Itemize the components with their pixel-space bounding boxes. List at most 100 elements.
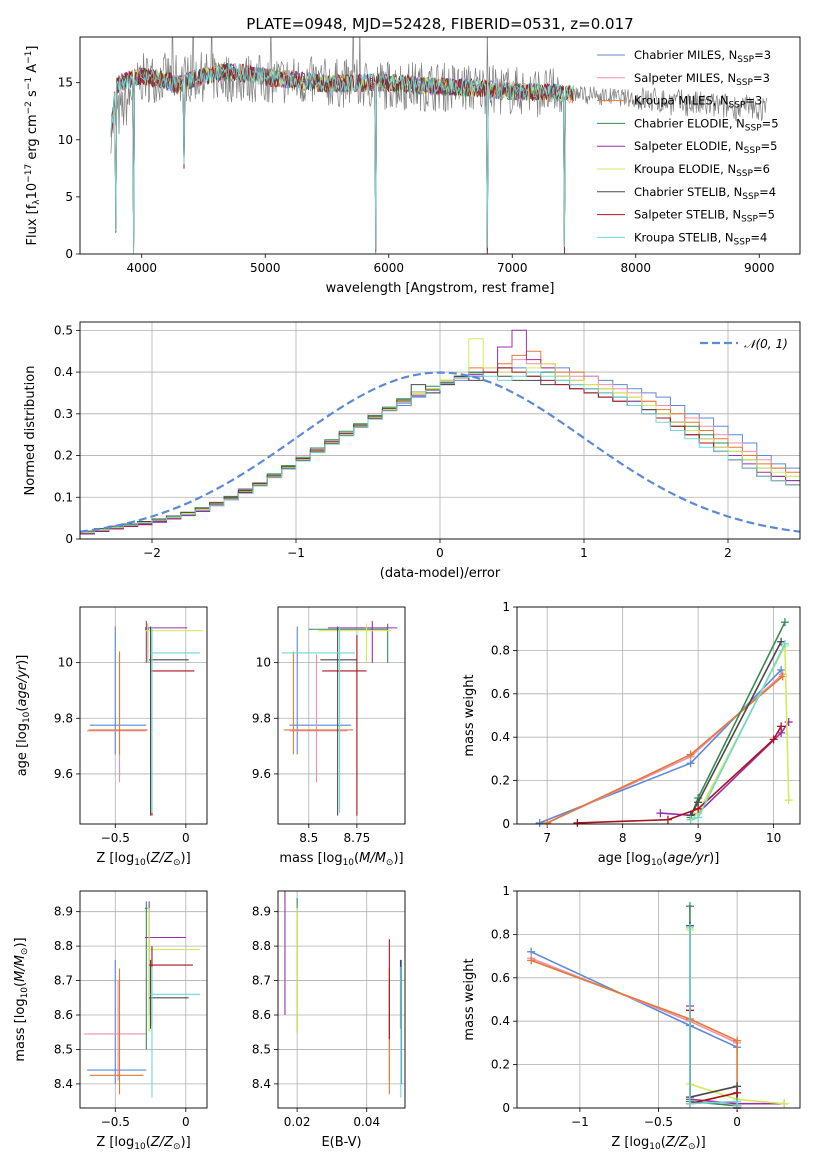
y-tick-label: 8.4 (54, 1077, 73, 1091)
label-text: ( (662, 851, 667, 866)
y-tick-label: 0.5 (54, 323, 73, 337)
label-text: Z/Z (150, 851, 174, 866)
x-axis-label: Z [log10(Z/Z⊙)] (96, 851, 190, 868)
superscript: −1 (24, 51, 34, 64)
label-text: )] (181, 851, 191, 866)
x-tick-label: 8 (619, 831, 627, 845)
y-tick-label: 8.7 (252, 974, 271, 988)
y-axis-label: age [log10(age/yr)] (15, 655, 32, 777)
y-tick-label: 1 (502, 884, 510, 898)
label-text: Z [log (611, 1135, 649, 1150)
y-tick-label: 0 (502, 1101, 510, 1115)
spectrum-panel: 4000 5000 6000 7000 8000 9000 0 5 10 15 wavelength… (24, 36, 801, 296)
massweight-vs-metallicity-panel: −1 −0.5 0 0 0.2 0.4 0.6 0.8 1 Z [log10(Z/Z⊙)] mass… (462, 884, 801, 1152)
legend-label-normal: 𝒩(0, 1) (744, 337, 788, 351)
y-axis-label: Normed distribution (23, 366, 38, 496)
model-spectrum-kroupa-stelib (110, 63, 574, 254)
legend-label-chabrier-stelib: Chabrier STELIB, NSSP=4 (634, 185, 776, 202)
label-text: Salpeter STELIB, N (634, 208, 741, 222)
x-tick-label: 0 (436, 546, 444, 560)
label-text: M/M (13, 955, 28, 982)
weight-marker-salpeter-stelib (769, 735, 778, 744)
y-axis-label: mass weight (462, 958, 477, 1040)
axes-frame (277, 606, 406, 825)
axes-frame (516, 606, 801, 825)
x-tick-label: 1 (580, 546, 588, 560)
weight-marker-kroupa-stelib (685, 1099, 694, 1108)
x-tick-label: 8000 (620, 261, 651, 275)
x-axis-label: mass [log10(M/M⊙)] (279, 851, 403, 868)
weight-marker-salpeter-stelib (573, 818, 582, 827)
weight-marker-chabrier-elodie (780, 618, 789, 627)
axes-frame (277, 890, 406, 1109)
x-axis-label: wavelength [Angstrom, rest frame] (326, 281, 555, 296)
y-tick-label: 8.5 (54, 1042, 73, 1056)
x-tick-label: 0 (733, 1115, 741, 1129)
weight-marker-kroupa-elodie (784, 796, 793, 805)
y-tick-label: 0.4 (491, 1014, 510, 1028)
weight-marker-kroupa-stelib (780, 639, 789, 648)
subscript: ⊙ (688, 1142, 696, 1152)
label-text: Z/Z (665, 1135, 689, 1150)
y-tick-label: 10 (58, 656, 73, 670)
subscript: SSP (744, 146, 761, 156)
weight-marker-salpeter-stelib (777, 722, 786, 731)
residual-histogram-panel: −2 −1 0 1 2 0 0.1 0.2 0.3 0.4 0.5 (data-model)/erro… (23, 321, 801, 581)
weight-marker-kroupa-elodie (780, 1099, 789, 1108)
label-text: Flux [f (25, 204, 40, 245)
y-tick-label: 8.6 (54, 1008, 73, 1022)
y-tick-label: 0.1 (54, 490, 73, 504)
axes-frame (79, 36, 801, 255)
mass-vs-metallicity-panel: −0.5 08.48.58.68.78.88.9Z [log10(Z/Z⊙)]ma… (13, 890, 208, 1152)
label-text: erg cm (25, 114, 40, 163)
x-tick-label: −0.5 (101, 831, 130, 845)
superscript: −1 (24, 77, 34, 90)
label-text: )] (15, 655, 30, 665)
legend-label-kroupa-stelib: Kroupa STELIB, NSSP=4 (634, 230, 767, 247)
label-text: mass [log (13, 998, 28, 1061)
label-text: ( (354, 851, 359, 866)
subscript: 10 (134, 1142, 146, 1152)
superscript: −2 (24, 101, 34, 114)
label-text: age [log (598, 851, 651, 866)
y-tick-label: 0 (65, 247, 73, 261)
y-tick-label: 0.3 (54, 407, 73, 421)
weight-marker-kroupa-miles (543, 818, 552, 827)
x-tick-label: 5000 (250, 261, 281, 275)
label-text: ( (146, 1135, 151, 1150)
label-text: A (25, 64, 40, 77)
y-tick-label: 8.5 (252, 1042, 271, 1056)
x-tick-label: −1 (287, 546, 305, 560)
y-tick-label: 0 (65, 532, 73, 546)
y-tick-label: 8.9 (252, 905, 271, 919)
y-tick-label: 8.8 (54, 939, 73, 953)
x-tick-label: −0.5 (101, 1115, 130, 1129)
mass-vs-extinction-panel: 0.02 0.04 8.4 8.5 8.6 8.7 8.8 8.9 E(B-V) (252, 890, 406, 1150)
y-tick-label: 0.4 (54, 365, 73, 379)
label-text: ] (25, 46, 40, 51)
x-axis-label: Z [log10(Z/Z⊙)] (96, 1135, 190, 1152)
x-tick-label: 9000 (744, 261, 775, 275)
subscript: 10 (22, 711, 32, 723)
legend-suffix: =3 (745, 94, 762, 108)
legend-label-salpeter-miles: Salpeter MILES, NSSP=3 (634, 71, 770, 88)
x-tick-label: 0.02 (284, 1115, 311, 1129)
y-tick-label: 9.6 (54, 767, 73, 781)
y-axis-label: mass weight (462, 674, 477, 756)
label-text: )] (696, 1135, 706, 1150)
weight-marker-salpeter-stelib (663, 815, 672, 824)
weight-marker-kroupa-miles (686, 750, 695, 759)
legend-suffix: =4 (750, 230, 767, 244)
label-text: )] (393, 851, 403, 866)
legend-suffix: =5 (762, 116, 779, 130)
weight-marker-salpeter-stelib (694, 804, 703, 813)
x-axis-label: E(B-V) (321, 1135, 361, 1150)
legend-suffix: =3 (753, 71, 770, 85)
x-tick-label: −0.5 (644, 1115, 673, 1129)
y-tick-label: 0.2 (54, 449, 73, 463)
y-tick-label: 10 (58, 133, 73, 147)
axes-frame (516, 890, 801, 1109)
